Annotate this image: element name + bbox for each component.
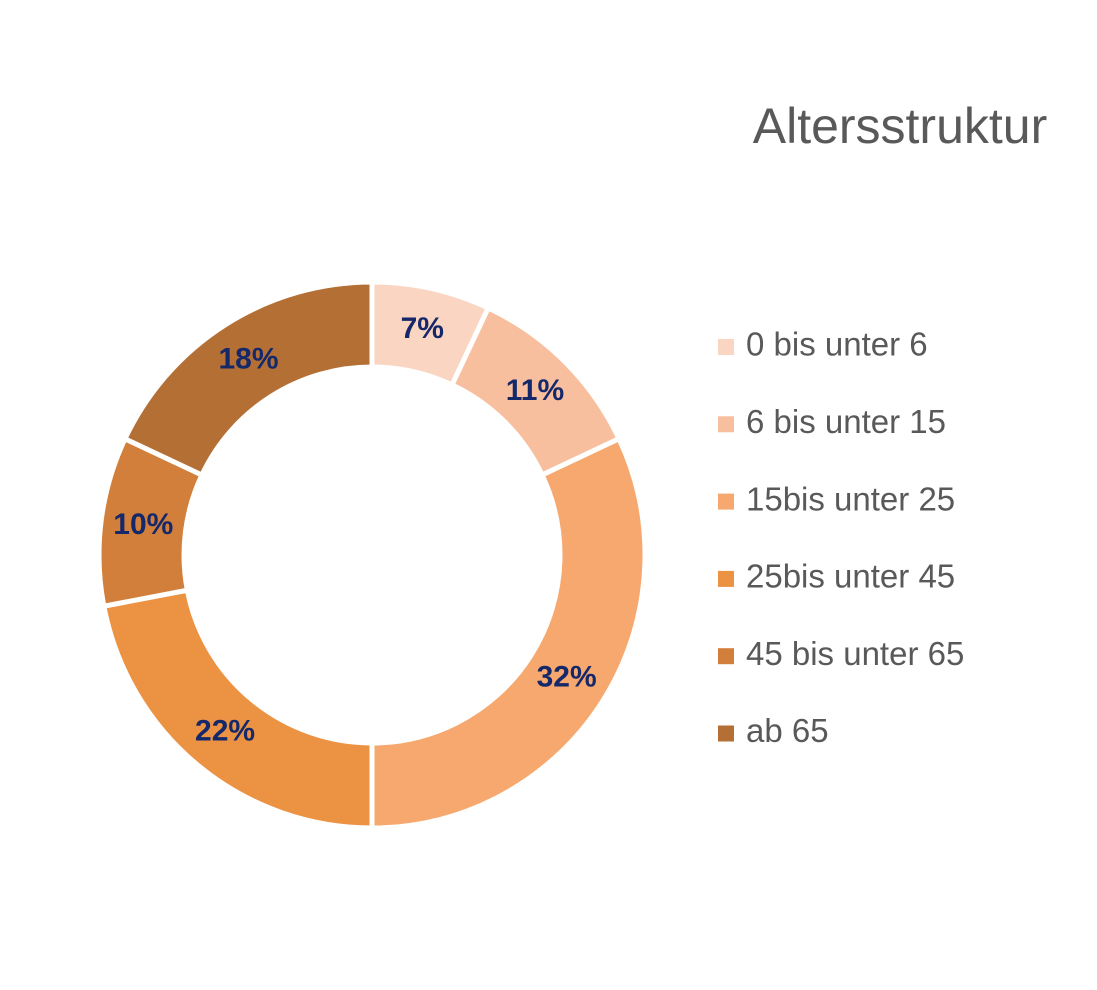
legend-swatch: [718, 493, 734, 510]
data-label: 32%: [537, 660, 597, 693]
legend-label: 6 bis unter 15: [746, 403, 946, 440]
data-label: 10%: [113, 508, 173, 541]
data-label: 18%: [218, 342, 278, 375]
legend-swatch: [718, 416, 734, 433]
legend-swatch: [718, 725, 734, 742]
legend-label: 15bis unter 25: [746, 480, 955, 517]
data-label: 22%: [195, 715, 255, 748]
legend-label: ab 65: [746, 712, 829, 749]
chart-title: Altersstruktur: [753, 98, 1048, 154]
legend-swatch: [718, 648, 734, 665]
donut-segment: [369, 435, 648, 831]
legend-label: 0 bis unter 6: [746, 326, 928, 363]
legend-label: 45 bis unter 65: [746, 635, 964, 672]
legend-swatch: [718, 339, 734, 355]
donut-segment: [121, 279, 375, 479]
legend-label: 25bis unter 45: [746, 558, 955, 595]
data-label: 7%: [401, 312, 444, 345]
donut-segment: [100, 587, 375, 831]
data-label: 11%: [506, 374, 564, 407]
legend-swatch: [718, 570, 734, 587]
